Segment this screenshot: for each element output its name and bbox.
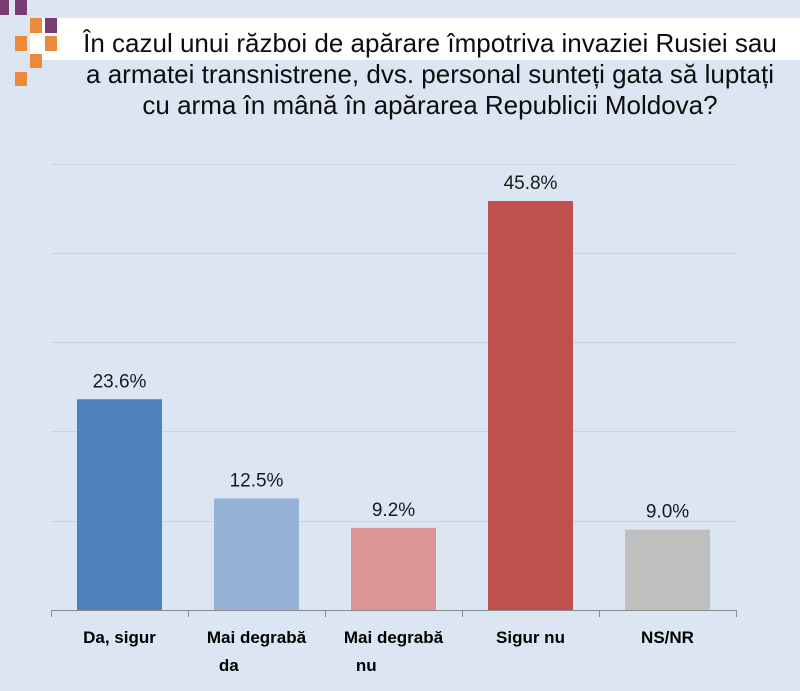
data-label: 23.6% xyxy=(93,371,147,392)
data-label: 45.8% xyxy=(504,173,558,194)
category-label: Mai degrabă da xyxy=(207,628,311,675)
decor-square xyxy=(0,0,9,15)
category-label-line: Mai degrabă xyxy=(207,628,311,647)
decor-square xyxy=(15,36,27,51)
category-label-line: Mai degrabă xyxy=(344,628,448,647)
bar-ns-nr xyxy=(625,529,710,610)
title-band xyxy=(30,18,800,60)
bar-mai-degraba-da xyxy=(214,498,299,610)
category-label-line: da xyxy=(219,656,239,675)
category-label: NS/NR xyxy=(641,628,694,647)
decor-square xyxy=(30,18,42,33)
decor-square xyxy=(45,36,57,51)
category-label: Da, sigur xyxy=(83,628,156,647)
decor-square xyxy=(30,54,42,68)
decor-square xyxy=(15,72,27,86)
data-label: 9.0% xyxy=(646,502,689,523)
data-label: 12.5% xyxy=(230,470,284,491)
category-label: Sigur nu xyxy=(496,628,565,647)
bar-mai-degraba-nu xyxy=(351,527,436,610)
bar-sigur-nu xyxy=(488,201,573,611)
category-label-line: nu xyxy=(356,656,377,675)
decor-square xyxy=(45,18,57,33)
chart-title: În cazul unui război de apărare împotriv… xyxy=(83,28,777,120)
bar-da-sigur xyxy=(77,399,162,610)
data-label: 9.2% xyxy=(372,500,415,521)
category-label: Mai degrabă nu xyxy=(344,628,448,675)
decor-square xyxy=(15,0,27,15)
